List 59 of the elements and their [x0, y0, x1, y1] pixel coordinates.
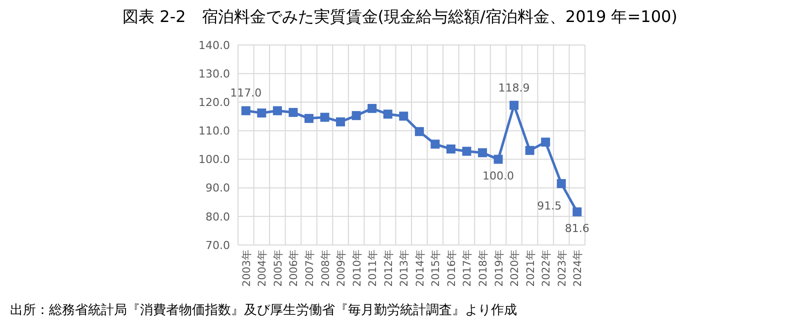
x-tick-label: 2008年	[320, 249, 332, 287]
point	[414, 127, 424, 136]
chart-title: 図表 2-2 宿泊料金でみた実質賃金(現金給与総額/宿泊料金、2019 年=100)	[122, 7, 678, 26]
y-tick-label: 70.0	[206, 238, 230, 252]
point	[510, 100, 519, 110]
x-tick-label: 2010年	[351, 249, 364, 287]
point	[352, 111, 361, 120]
x-tick-label: 2005年	[272, 249, 284, 287]
point	[383, 110, 392, 119]
point	[304, 114, 314, 123]
y-tick-label: 130.0	[198, 67, 230, 80]
y-tick-label: 100.0	[198, 153, 230, 166]
x-tick-label: 2020年	[509, 249, 522, 287]
x-tick-label: 2024年	[572, 249, 584, 287]
data-label: 100.0	[482, 169, 514, 182]
text: 出所：総務省統計局『消費者物価指数』及び厚生労働省『毎月勤労統計調査』より作成	[10, 303, 517, 318]
x-tick-label: 2004年	[256, 249, 269, 287]
x-tick-label: 2016年	[446, 249, 458, 287]
point	[446, 144, 456, 154]
x-tick-label: 2023年	[556, 249, 568, 287]
data-label: 118.9	[498, 81, 530, 94]
x-tick-label: 2012年	[382, 249, 395, 287]
point	[320, 112, 330, 122]
point	[430, 140, 440, 149]
y-tick-label: 140.0	[198, 38, 230, 52]
x-tick-label: 2013年	[398, 249, 411, 287]
x-tick-label: 2011年	[367, 249, 380, 287]
x-tick-label: 2019年	[493, 249, 506, 287]
y-tick-label: 110.0	[198, 124, 230, 138]
point	[272, 106, 282, 116]
point	[368, 104, 377, 113]
x-tick-label: 2009年	[336, 249, 348, 287]
y-tick-label: 80.0	[206, 210, 230, 224]
x-tick-label: 2006年	[288, 249, 300, 287]
point	[257, 108, 266, 118]
y-tick-label: 120.0	[198, 96, 230, 109]
x-tick-label: 2021年	[524, 249, 537, 287]
point	[494, 154, 503, 164]
x-tick-label: 2018年	[477, 249, 490, 287]
x-tick-label: 2003年	[240, 249, 253, 287]
x-tick-label: 2017年	[462, 249, 474, 287]
point	[462, 146, 472, 156]
point	[556, 179, 566, 188]
point	[399, 112, 408, 121]
point	[525, 146, 534, 155]
point	[572, 207, 582, 216]
point	[478, 148, 487, 158]
point	[336, 117, 346, 126]
point	[288, 108, 298, 117]
x-tick-label: 2007年	[304, 249, 316, 287]
x-tick-label: 2014年	[414, 249, 426, 287]
point	[541, 138, 550, 147]
data-label: 117.0	[230, 86, 262, 100]
x-tick-label: 2015年	[430, 249, 442, 287]
data-label: 81.6	[564, 222, 590, 235]
x-tick-label: 2022年	[540, 249, 553, 287]
y-tick-label: 90.0	[206, 182, 230, 195]
data-label: 91.5	[537, 200, 562, 213]
point	[241, 106, 250, 116]
